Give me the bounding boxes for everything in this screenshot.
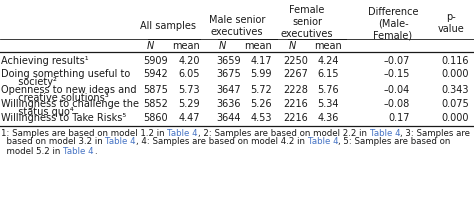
Text: mean: mean [172, 41, 200, 51]
Text: 2216: 2216 [283, 113, 308, 123]
Text: Willingness to challenge the: Willingness to challenge the [1, 99, 139, 109]
Text: N: N [288, 41, 296, 51]
Text: Table 4: Table 4 [308, 138, 338, 146]
Text: Openness to new ideas and: Openness to new ideas and [1, 85, 137, 95]
Text: based on model 3.2 in: based on model 3.2 in [1, 138, 106, 146]
Text: .: . [94, 146, 96, 156]
Text: 0.000: 0.000 [441, 113, 469, 123]
Text: 4.24: 4.24 [318, 56, 339, 66]
Text: 5.73: 5.73 [178, 85, 200, 95]
Text: 6.05: 6.05 [179, 69, 200, 79]
Text: , 5: Samples are based on: , 5: Samples are based on [338, 138, 451, 146]
Text: 5.29: 5.29 [178, 99, 200, 109]
Text: Male senior
executives: Male senior executives [209, 15, 265, 37]
Text: 5.76: 5.76 [318, 85, 339, 95]
Text: 5942: 5942 [143, 69, 168, 79]
Text: 4.53: 4.53 [250, 113, 272, 123]
Text: , 3: Samples are: , 3: Samples are [401, 128, 470, 138]
Text: 2216: 2216 [283, 99, 308, 109]
Text: 2228: 2228 [283, 85, 308, 95]
Text: 5.72: 5.72 [250, 85, 272, 95]
Text: 5.99: 5.99 [250, 69, 272, 79]
Text: 3659: 3659 [216, 56, 241, 66]
Text: 4.20: 4.20 [179, 56, 200, 66]
Text: Table 4: Table 4 [106, 138, 136, 146]
Text: 5852: 5852 [143, 99, 168, 109]
Text: mean: mean [314, 41, 342, 51]
Text: 2250: 2250 [283, 56, 308, 66]
Text: 4.36: 4.36 [318, 113, 339, 123]
Text: Willingness to Take Risks⁵: Willingness to Take Risks⁵ [1, 113, 126, 123]
Text: 6.15: 6.15 [318, 69, 339, 79]
Text: model 5.2 in: model 5.2 in [1, 146, 63, 156]
Text: –0.08: –0.08 [384, 99, 410, 109]
Text: 2267: 2267 [283, 69, 308, 79]
Text: 1: Samples are based on model 1.2 in: 1: Samples are based on model 1.2 in [1, 128, 167, 138]
Text: All samples: All samples [140, 21, 196, 31]
Text: 5860: 5860 [143, 113, 168, 123]
Text: N: N [146, 41, 154, 51]
Text: –0.07: –0.07 [383, 56, 410, 66]
Text: Table 4: Table 4 [167, 128, 198, 138]
Text: 5875: 5875 [143, 85, 168, 95]
Text: 3636: 3636 [217, 99, 241, 109]
Text: 5.26: 5.26 [250, 99, 272, 109]
Text: Difference
(Male-
Female): Difference (Male- Female) [368, 7, 418, 41]
Text: status quo⁴: status quo⁴ [12, 107, 74, 117]
Text: creative solutions³: creative solutions³ [12, 93, 109, 103]
Text: society²: society² [12, 77, 57, 87]
Text: mean: mean [244, 41, 272, 51]
Text: 5.34: 5.34 [318, 99, 339, 109]
Text: 0.17: 0.17 [389, 113, 410, 123]
Text: 0.116: 0.116 [441, 56, 469, 66]
Text: N: N [219, 41, 226, 51]
Text: –0.15: –0.15 [383, 69, 410, 79]
Text: p-
value: p- value [438, 12, 465, 34]
Text: 5909: 5909 [143, 56, 168, 66]
Text: 0.000: 0.000 [441, 69, 469, 79]
Text: 3675: 3675 [216, 69, 241, 79]
Text: Table 4: Table 4 [63, 146, 94, 156]
Text: 3644: 3644 [217, 113, 241, 123]
Text: Doing something useful to: Doing something useful to [1, 69, 130, 79]
Text: Female
senior
executives: Female senior executives [281, 5, 333, 39]
Text: 3647: 3647 [216, 85, 241, 95]
Text: 4.17: 4.17 [250, 56, 272, 66]
Text: 0.075: 0.075 [441, 99, 469, 109]
Text: Table 4: Table 4 [370, 128, 401, 138]
Text: , 4: Samples are based on model 4.2 in: , 4: Samples are based on model 4.2 in [136, 138, 308, 146]
Text: Achieving results¹: Achieving results¹ [1, 56, 89, 66]
Text: 4.47: 4.47 [179, 113, 200, 123]
Text: , 2: Samples are based on model 2.2 in: , 2: Samples are based on model 2.2 in [198, 128, 370, 138]
Text: 0.343: 0.343 [441, 85, 469, 95]
Text: –0.04: –0.04 [384, 85, 410, 95]
